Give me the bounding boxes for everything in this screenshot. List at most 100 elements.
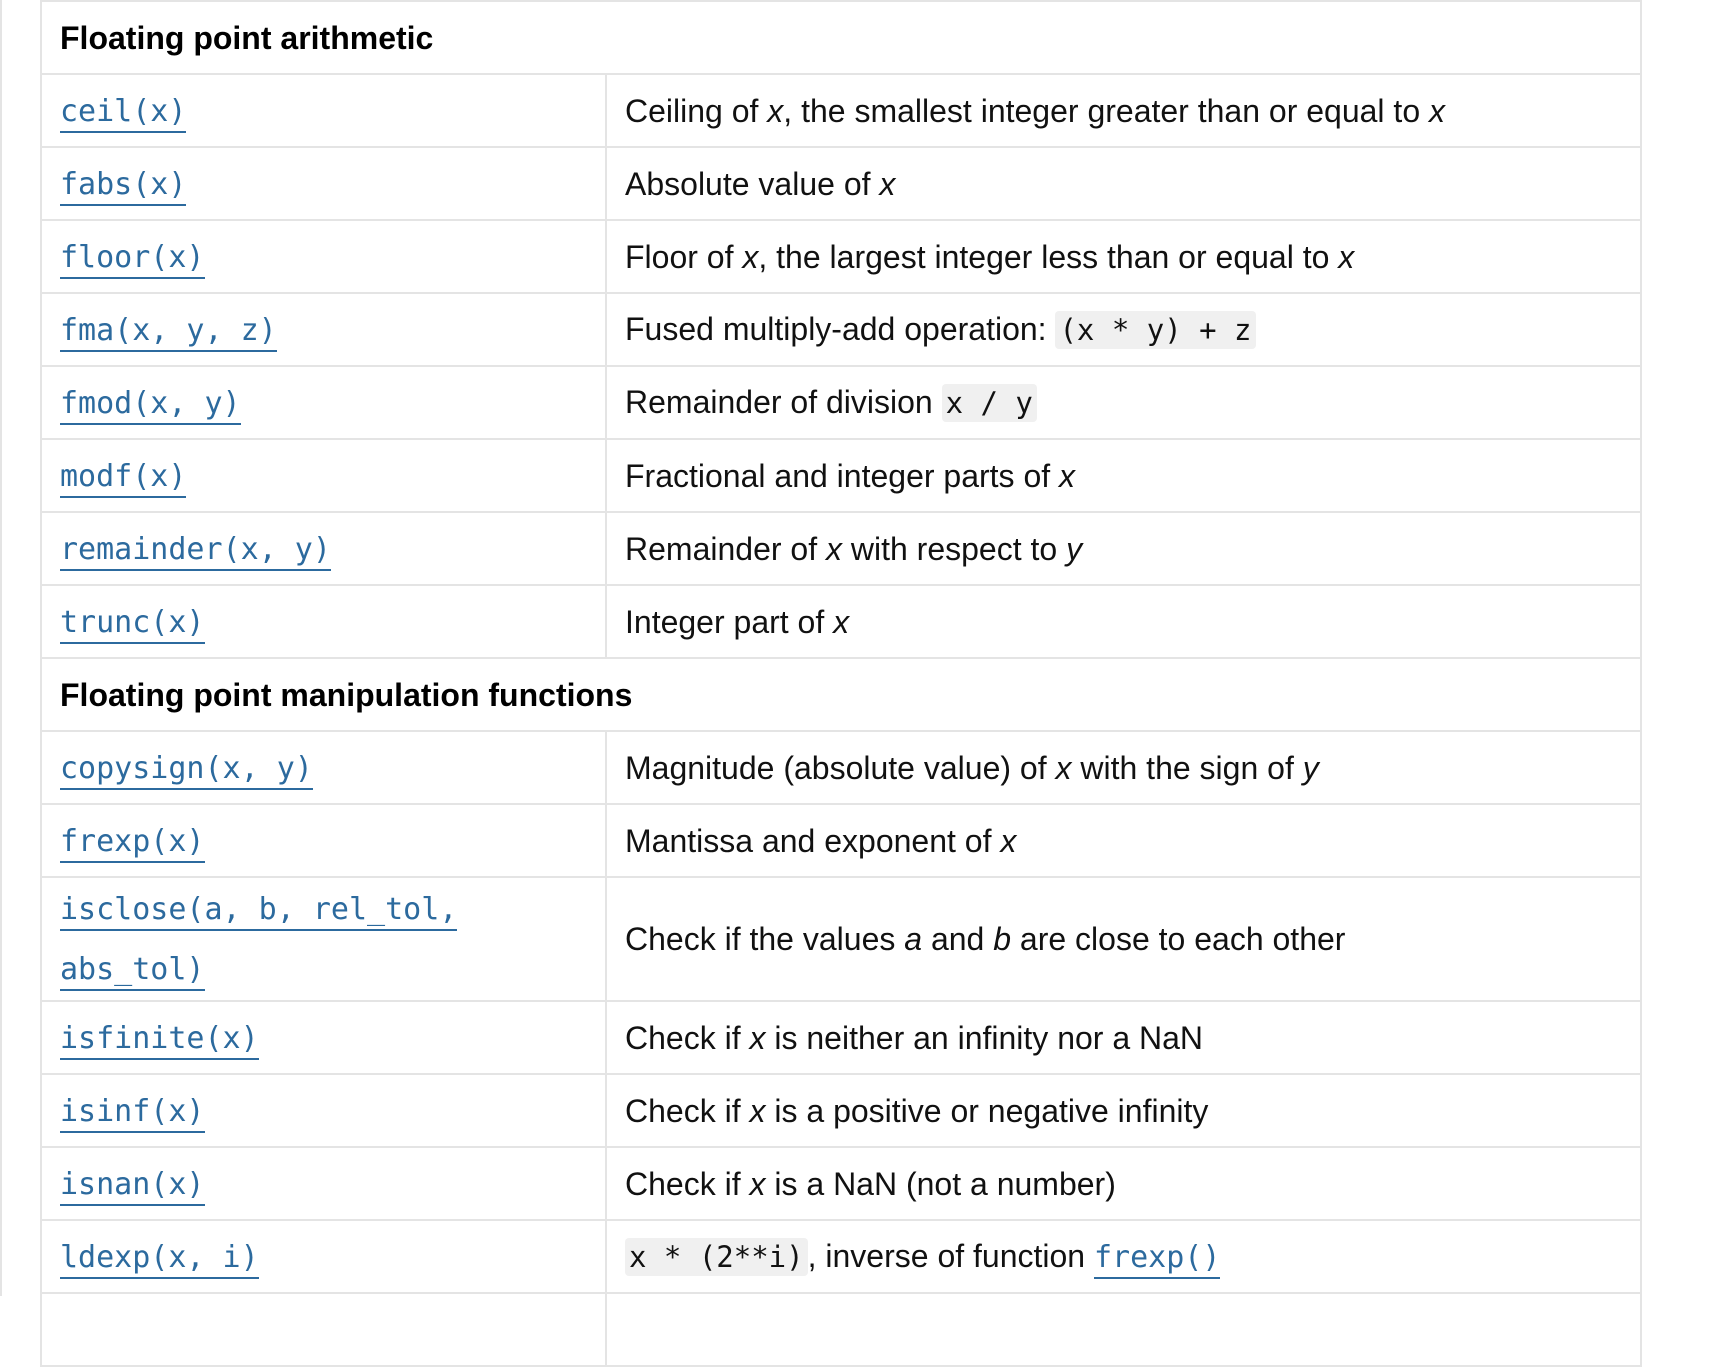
- function-cell: ldexp(x, i): [40, 1219, 607, 1294]
- table-row-copysign: copysign(x, y) Magnitude (absolute value…: [40, 730, 1643, 805]
- function-link-fabs[interactable]: fabs(x): [60, 166, 187, 206]
- function-link-modf[interactable]: modf(x): [60, 458, 187, 498]
- function-cell: isfinite(x): [40, 1000, 607, 1075]
- description-text: Absolute value of: [625, 165, 880, 202]
- section-header-arithmetic: Floating point arithmetic: [39, 0, 1643, 75]
- table-row-isfinite: isfinite(x) Check if x is neither an inf…: [40, 1000, 1643, 1075]
- section-title: Floating point arithmetic: [39, 0, 1643, 75]
- description-text: Check if the values: [625, 921, 905, 957]
- function-link-isinf[interactable]: isinf(x): [60, 1093, 205, 1133]
- description-text: is a NaN (not a number): [765, 1165, 1116, 1202]
- section-title: Floating point manipulation functions: [39, 657, 1643, 732]
- table-row-floor: floor(x) Floor of x, the largest integer…: [40, 219, 1643, 294]
- function-link-ldexp[interactable]: ldexp(x, i): [60, 1239, 259, 1279]
- description-cell: Check if x is a NaN (not a number): [604, 1146, 1643, 1221]
- variable: b: [993, 921, 1012, 957]
- function-link-isnan[interactable]: isnan(x): [60, 1166, 205, 1206]
- description-text: with respect to: [841, 530, 1067, 567]
- table-row-partial: [40, 1292, 1643, 1367]
- description-text: with the sign of: [1071, 749, 1303, 786]
- function-cell: floor(x): [40, 219, 607, 294]
- description-cell: [604, 1292, 1643, 1367]
- function-cell: isclose(a, b, rel_tol, abs_tol): [40, 876, 607, 1002]
- function-link-frexp[interactable]: frexp(x): [60, 823, 205, 863]
- function-link-copysign[interactable]: copysign(x, y): [60, 750, 313, 790]
- variable: x: [879, 165, 896, 202]
- variable: x: [749, 1092, 766, 1129]
- description-text: Fractional and integer parts of: [625, 457, 1060, 494]
- function-cell: isnan(x): [40, 1146, 607, 1221]
- description-text: , inverse of function: [807, 1237, 1094, 1274]
- table-row-modf: modf(x) Fractional and integer parts of …: [40, 438, 1643, 513]
- function-cell: modf(x): [40, 438, 607, 513]
- description-cell: Fractional and integer parts of x: [604, 438, 1643, 513]
- description-text: Check if: [625, 1019, 750, 1056]
- description-text: is neither an infinity nor a NaN: [765, 1019, 1204, 1056]
- table-row-ldexp: ldexp(x, i) x * (2**i), inverse of funct…: [40, 1219, 1643, 1294]
- function-link-trunc[interactable]: trunc(x): [60, 604, 205, 644]
- description-text: Check if: [625, 1165, 750, 1202]
- variable: x: [825, 530, 842, 567]
- code-literal: x / y: [941, 384, 1037, 422]
- description-text: Mantissa and exponent of: [625, 822, 1001, 859]
- table-row-fabs: fabs(x) Absolute value of x: [40, 146, 1643, 221]
- variable: x: [742, 238, 759, 275]
- description-text: Ceiling of: [625, 92, 768, 129]
- description-text: Magnitude (absolute value) of: [625, 749, 1056, 786]
- variable: x: [1059, 457, 1076, 494]
- description-text: and: [922, 921, 994, 957]
- variable: x: [1000, 822, 1017, 859]
- description-cell: Remainder of x with respect to y: [604, 511, 1643, 586]
- function-cell: remainder(x, y): [40, 511, 607, 586]
- function-link-isclose[interactable]: isclose(a, b, rel_tol, abs_tol): [60, 892, 458, 991]
- description-cell: Ceiling of x, the smallest integer great…: [604, 73, 1643, 148]
- table-row-fma: fma(x, y, z) Fused multiply-add operatio…: [40, 292, 1643, 367]
- description-cell: Floor of x, the largest integer less tha…: [604, 219, 1643, 294]
- function-cell: frexp(x): [40, 803, 607, 878]
- description-cell: Integer part of x: [604, 584, 1643, 659]
- variable: y: [1302, 749, 1319, 786]
- description-text: Fused multiply-add operation:: [625, 311, 1056, 347]
- function-cell: [40, 1292, 607, 1367]
- table-row-isclose: isclose(a, b, rel_tol, abs_tol) Check if…: [40, 876, 1643, 1002]
- function-cell: ceil(x): [40, 73, 607, 148]
- function-cell: isinf(x): [40, 1073, 607, 1148]
- code-literal: (x * y) + z: [1055, 311, 1256, 349]
- code-literal: x * (2**i): [625, 1237, 808, 1276]
- table-row-ceil: ceil(x) Ceiling of x, the smallest integ…: [40, 73, 1643, 148]
- table-row-trunc: trunc(x) Integer part of x: [40, 584, 1643, 659]
- description-text: Check if: [625, 1092, 750, 1129]
- variable: x: [1338, 238, 1355, 275]
- function-link-floor[interactable]: floor(x): [60, 239, 205, 279]
- function-link-fmod[interactable]: fmod(x, y): [60, 385, 241, 425]
- description-cell: Check if x is a positive or negative inf…: [604, 1073, 1643, 1148]
- description-text: , the smallest integer greater than or e…: [783, 92, 1429, 129]
- description-cell: Check if the values a and b are close to…: [604, 876, 1643, 1002]
- description-text: Remainder of division: [625, 384, 942, 420]
- description-text: Integer part of: [625, 603, 834, 640]
- table-row-isinf: isinf(x) Check if x is a positive or neg…: [40, 1073, 1643, 1148]
- function-cell: fabs(x): [40, 146, 607, 221]
- variable: x: [749, 1165, 766, 1202]
- function-link-fma[interactable]: fma(x, y, z): [60, 312, 277, 352]
- description-cell: Magnitude (absolute value) of x with the…: [604, 730, 1643, 805]
- description-text: , the largest integer less than or equal…: [758, 238, 1339, 275]
- function-cell: copysign(x, y): [40, 730, 607, 805]
- function-link-ceil[interactable]: ceil(x): [60, 93, 187, 133]
- variable: a: [904, 921, 923, 957]
- variable: x: [1055, 749, 1072, 786]
- function-cell: trunc(x): [40, 584, 607, 659]
- function-link-remainder[interactable]: remainder(x, y): [60, 531, 331, 571]
- variable: x: [833, 603, 850, 640]
- function-link-isfinite[interactable]: isfinite(x): [60, 1020, 259, 1060]
- math-functions-table: Floating point arithmetic ceil(x) Ceilin…: [39, 0, 1643, 1367]
- description-text: are close to each other: [1011, 921, 1346, 957]
- description-cell: x * (2**i), inverse of function frexp(): [604, 1219, 1643, 1294]
- section-header-manipulation: Floating point manipulation functions: [39, 657, 1643, 732]
- function-cell: fma(x, y, z): [40, 292, 607, 367]
- description-cell: Mantissa and exponent of x: [604, 803, 1643, 878]
- function-link-frexp-ref[interactable]: frexp(): [1093, 1239, 1221, 1279]
- description-text: is a positive or negative infinity: [765, 1092, 1209, 1129]
- table-row-remainder: remainder(x, y) Remainder of x with resp…: [40, 511, 1643, 586]
- variable: x: [1429, 92, 1445, 129]
